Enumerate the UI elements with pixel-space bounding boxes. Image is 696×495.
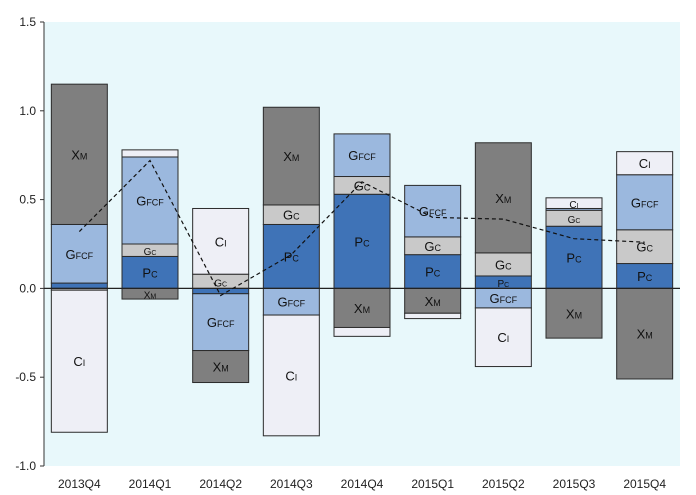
- segment-label: PC: [354, 234, 370, 249]
- bar-segment-XM: [50, 83, 108, 225]
- x-tick-label: 2014Q4: [341, 477, 384, 491]
- bar-segment-XM: [262, 106, 320, 206]
- segment-label: GFCF: [278, 295, 306, 310]
- bar-segment-GFCF: [616, 174, 674, 231]
- segment-label: PC: [637, 269, 653, 284]
- bar-segment-CI: [50, 289, 108, 433]
- segment-label: GC: [495, 257, 512, 272]
- total-dashed-line: [78, 159, 645, 297]
- bar-segment-CI: [262, 314, 320, 437]
- segment-label: GFCF: [66, 247, 94, 262]
- segment-label: XM: [425, 294, 441, 309]
- segment-label: XM: [566, 306, 582, 321]
- segment-label: XM: [283, 149, 299, 164]
- segment-label: GC: [424, 239, 441, 254]
- segment-label: XM: [354, 301, 370, 316]
- segment-label: CI: [73, 354, 85, 369]
- segment-label: CI: [497, 330, 509, 345]
- y-tick-label: 1.0: [19, 104, 36, 118]
- segment-label: CI: [639, 156, 651, 171]
- bar-stack-2014Q2: GC GFCF XM CI: [192, 207, 250, 384]
- segment-label: GFCF: [631, 195, 659, 210]
- segment-label: XM: [637, 327, 653, 342]
- segment-label: PC: [142, 265, 158, 280]
- segment-label: GC: [636, 240, 653, 255]
- bar-segment-GFCF: [192, 293, 250, 352]
- x-tick-label: 2015Q4: [623, 477, 666, 491]
- bar-segment-CI: [192, 207, 250, 275]
- bar-segment-CI: [474, 307, 532, 368]
- bar-segment-GFCF: [50, 223, 108, 284]
- bar-segment-CI: [333, 326, 391, 337]
- segment-label: CI: [569, 200, 578, 211]
- bar-stack-2015Q1: PC GC GFCF XM: [404, 184, 462, 320]
- segment-label: CI: [285, 368, 297, 383]
- bar-segment-CI: [404, 312, 462, 320]
- y-tick-label: 0.0: [19, 281, 36, 295]
- bar-segment-GFCF: [404, 184, 462, 238]
- bar-segment-XM: [333, 287, 391, 328]
- x-tick-label: 2015Q1: [411, 477, 454, 491]
- segment-label: GC: [144, 247, 157, 258]
- bar-segment-CI: [616, 151, 674, 176]
- segment-label: GFCF: [136, 193, 164, 208]
- bar-segment-Gc: [616, 229, 674, 265]
- bar-segment-XM: [192, 350, 250, 384]
- segment-label: GFCF: [490, 291, 518, 306]
- bar-segment-Pc: [545, 225, 603, 289]
- bar-stack-2015Q3: PC GC XM CI: [545, 197, 603, 339]
- bar-segment-CI: [545, 197, 603, 209]
- x-tick-label: 2013Q4: [58, 477, 101, 491]
- bar-segment-Pc: [121, 255, 179, 289]
- bar-segment-CI: [121, 149, 179, 158]
- x-axis: 2013Q4 2014Q1 2014Q2 2014Q3 2014Q4 2015Q1 2015…: [58, 477, 666, 491]
- segment-label: GFCF: [419, 204, 447, 219]
- segment-label: PC: [566, 250, 582, 265]
- segment-label: PC: [425, 265, 441, 280]
- segment-label: GFCF: [207, 315, 235, 330]
- x-tick-label: 2015Q3: [553, 477, 596, 491]
- segment-label: GFCF: [348, 148, 376, 163]
- segment-label: GC: [283, 208, 300, 223]
- bar-segment-XM: [404, 287, 462, 314]
- x-tick-label: 2015Q2: [482, 477, 525, 491]
- y-tick-label: -0.5: [15, 370, 36, 384]
- bars-group: GFCF XM CI PC GC GFCF XM GC GFCF XM CI PC GC GFCF XM CI…: [50, 83, 674, 437]
- segment-label: XM: [213, 360, 229, 375]
- y-tick-label: 1.5: [19, 15, 36, 29]
- segment-label: XM: [71, 147, 87, 162]
- bar-segment-XM: [474, 142, 532, 254]
- segment-label: CI: [215, 234, 227, 249]
- bar-segment-GFCF: [333, 133, 391, 178]
- bar-stack-2013Q4: GFCF XM CI: [50, 83, 108, 433]
- segment-label: XM: [144, 291, 157, 302]
- x-tick-label: 2014Q1: [129, 477, 172, 491]
- bar-segment-XM: [616, 287, 674, 380]
- x-tick-label: 2014Q2: [199, 477, 242, 491]
- segment-label: XM: [495, 191, 511, 206]
- bar-segment-XM: [545, 287, 603, 339]
- bar-segment-Pc: [333, 193, 391, 289]
- y-axis: 1.5 1.0 0.5 0.0 -0.5 -1.0: [15, 15, 45, 473]
- segment-label: GC: [214, 278, 227, 289]
- y-tick-label: -1.0: [15, 459, 36, 473]
- segment-label: PC: [497, 279, 509, 290]
- x-tick-label: 2014Q3: [270, 477, 313, 491]
- y-tick-label: 0.5: [19, 193, 36, 207]
- bar-stack-2015Q2: PC GC GFCF XM CI: [474, 142, 532, 368]
- bar-segment-Pc: [404, 254, 462, 289]
- segment-label: GC: [568, 215, 581, 226]
- bar-stack-2015Q4: PC GC GFCF XM CI: [616, 151, 674, 380]
- bar-stack-2014Q1: PC GC GFCF XM: [121, 149, 179, 302]
- bar-segment-Pc: [50, 282, 108, 289]
